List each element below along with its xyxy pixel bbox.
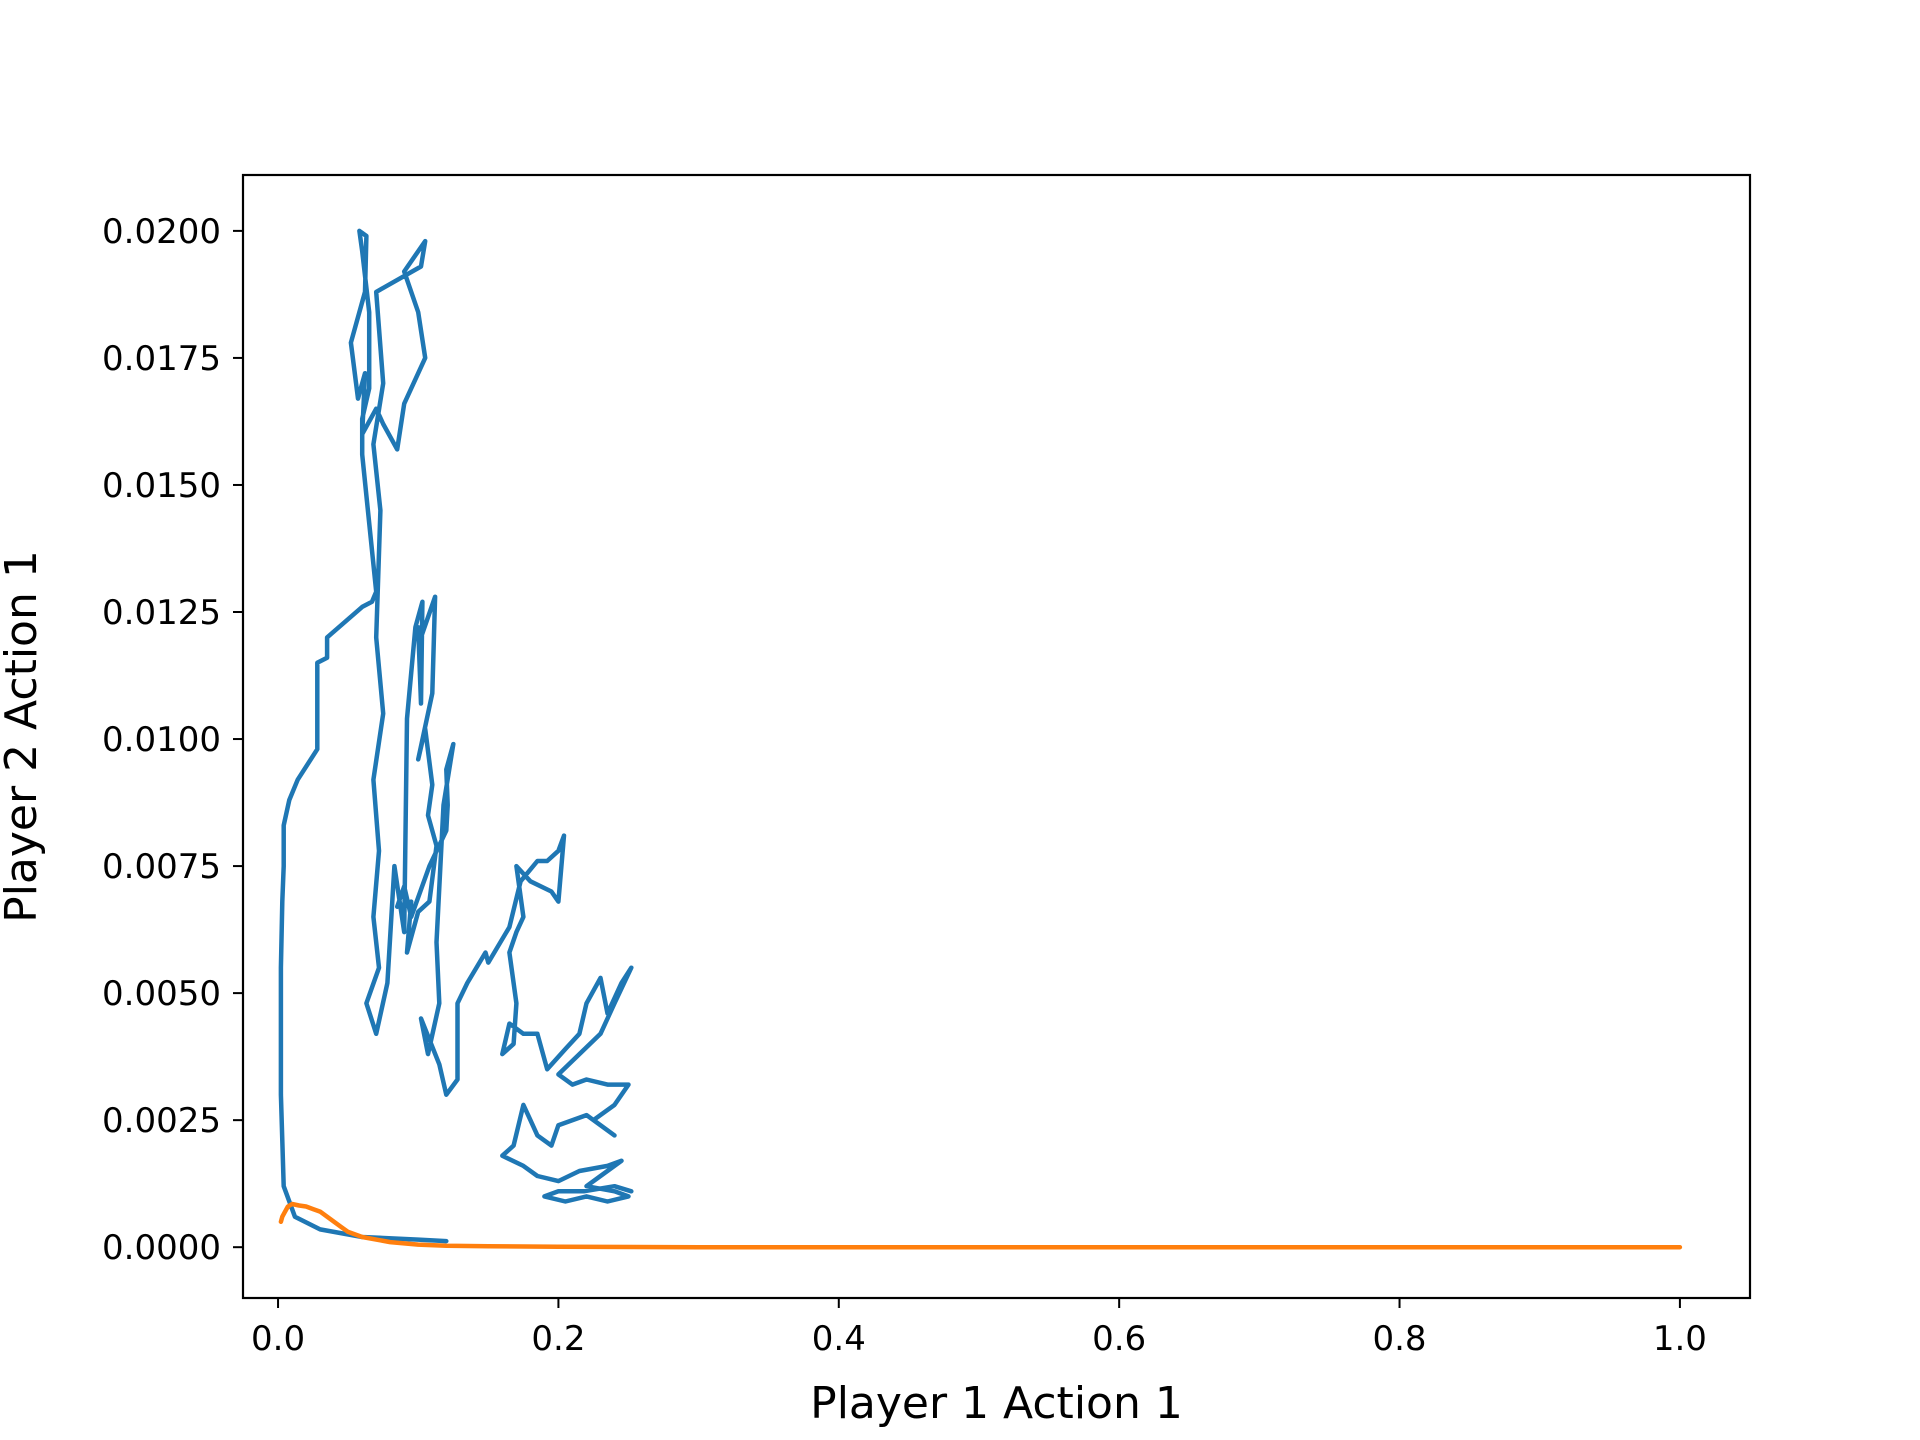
series-layer <box>278 228 1683 1250</box>
x-tick-label: 0.6 <box>1092 1319 1146 1359</box>
series-line-2 <box>278 1201 1683 1250</box>
y-tick-label: 0.0025 <box>102 1101 221 1141</box>
x-tick-label: 0.4 <box>812 1319 866 1359</box>
series-line-1 <box>278 228 634 1244</box>
x-axis: 0.0 0.2 0.4 0.6 0.8 1.0 <box>251 1298 1707 1359</box>
y-tick-label: 0.0050 <box>102 974 221 1014</box>
y-axis: 0.0000 0.0025 0.0050 0.0075 0.0100 0.0125 0.01… <box>102 212 243 1268</box>
y-tick-label: 0.0100 <box>102 720 221 760</box>
y-tick-label: 0.0150 <box>102 466 221 506</box>
y-axis-label: Player 2 Action 1 <box>0 550 47 923</box>
x-tick-label: 0.2 <box>531 1319 585 1359</box>
plot-frame <box>241 173 1752 1300</box>
y-tick-label: 0.0200 <box>102 212 221 252</box>
x-tick-label: 1.0 <box>1653 1319 1707 1359</box>
y-tick-label: 0.0125 <box>102 593 221 633</box>
x-tick-label: 0.8 <box>1372 1319 1426 1359</box>
y-tick-label: 0.0000 <box>102 1228 221 1268</box>
x-tick-label: 0.0 <box>251 1319 305 1359</box>
y-tick-label: 0.0175 <box>102 339 221 379</box>
y-tick-label: 0.0075 <box>102 847 221 887</box>
x-axis-label: Player 1 Action 1 <box>810 1378 1183 1429</box>
